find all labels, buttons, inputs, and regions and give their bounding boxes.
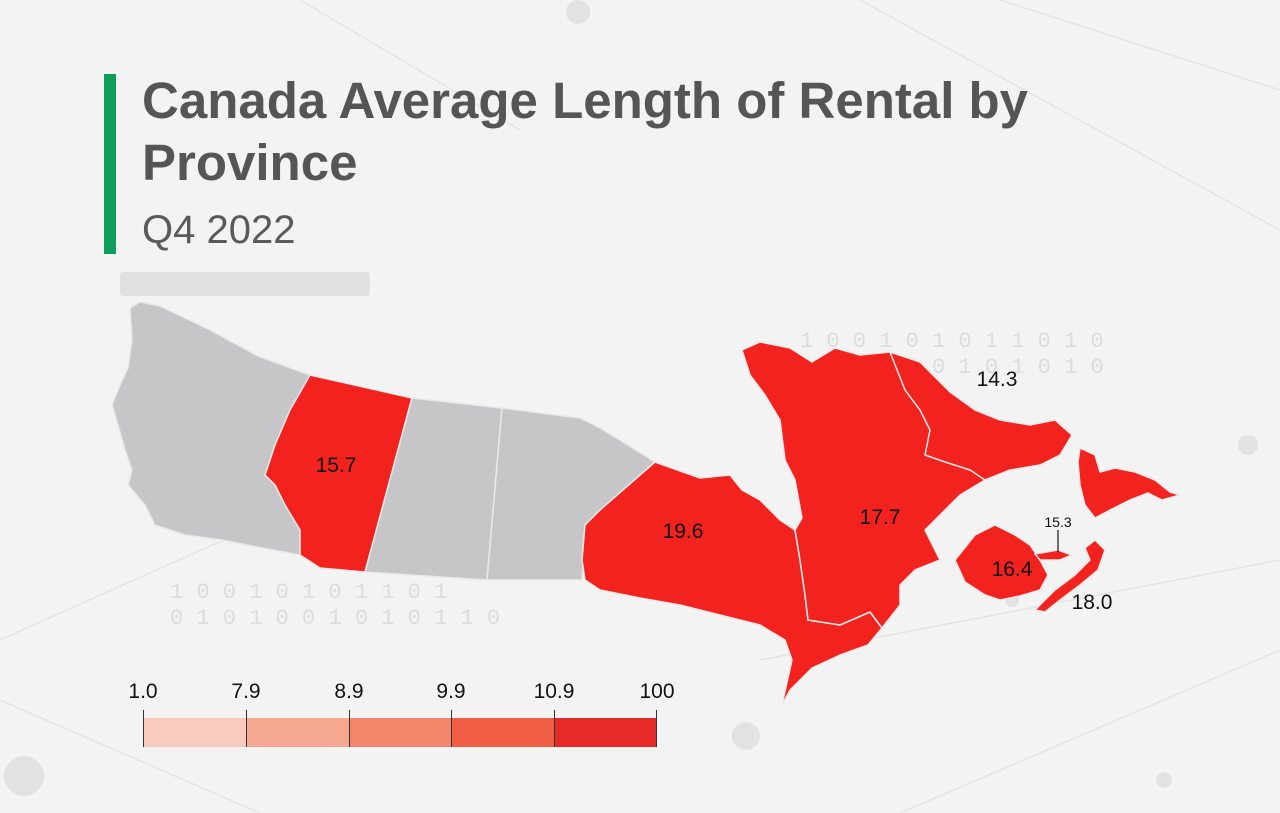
legend-tick-label: 9.9 [436,680,466,703]
province-ontario[interactable] [581,461,883,706]
province-newfoundland-labrador[interactable] [889,351,1181,519]
legend-tick-label: 1.0 [128,680,158,703]
legend-swatch [143,718,246,747]
label-new-brunswick: 16.4 [992,558,1033,581]
legend-tick-mark [656,710,657,747]
legend-tick-mark [451,710,452,747]
label-quebec: 17.7 [860,506,901,529]
province-prince-edward-island[interactable] [1034,549,1073,561]
legend-swatch [554,718,657,747]
legend-tick-label: 100 [639,680,675,703]
province-nova-scotia[interactable] [1034,539,1106,613]
province-british-columbia[interactable] [111,301,311,556]
label-alberta: 15.7 [316,454,357,477]
page-subtitle: Q4 2022 [142,208,296,252]
binary-text-2: 0 1 0 1 0 0 1 0 1 0 1 1 0 [170,606,500,631]
legend-swatch [348,718,452,747]
legend-tick-label: 8.9 [334,680,364,703]
binary-text-1: 1 0 0 1 0 1 0 1 1 0 1 [170,580,447,605]
legend-tick-mark [349,710,350,747]
page-title: Canada Average Length of Rental by Provi… [142,72,1029,191]
legend-tick-mark [143,710,144,747]
legend-swatch [451,718,555,747]
label-newfoundland-labrador: 14.3 [977,368,1018,391]
legend-tick-mark [246,710,247,747]
label-nova-scotia: 18.0 [1072,591,1113,614]
label-prince-edward-island: 15.3 [1044,514,1071,530]
legend-tick-label: 10.9 [533,680,575,703]
legend-swatch [245,718,349,747]
legend-color-scale [143,718,657,747]
province-new-brunswick[interactable] [954,524,1049,601]
legend-tick-mark [554,710,555,747]
legend: 1.0 7.9 8.9 9.9 10.9 100 [128,680,675,750]
legend-tick-label: 7.9 [231,680,261,703]
title-accent-bar [104,74,116,254]
binary-text-3: 1 0 0 1 0 1 0 1 1 0 1 0 [800,329,1104,354]
label-ontario: 19.6 [663,520,704,543]
